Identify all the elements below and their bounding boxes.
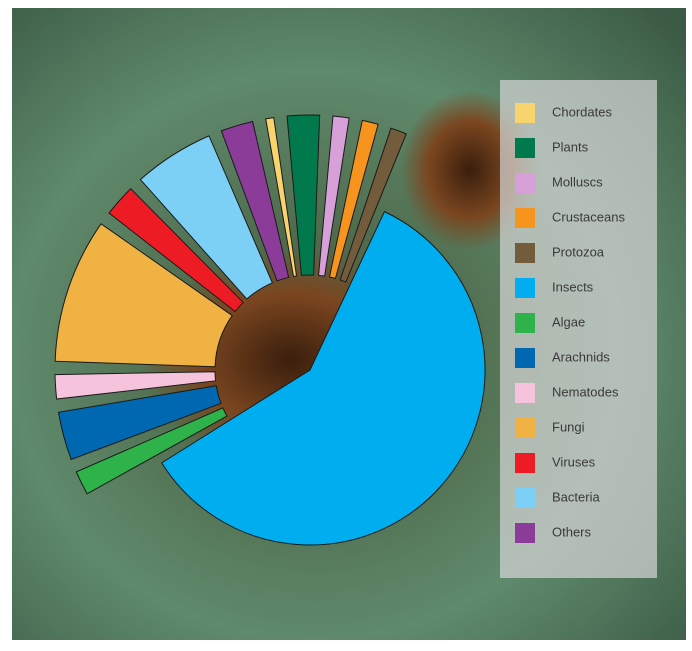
pie-slice: [160, 210, 486, 546]
legend-swatch: [515, 278, 535, 298]
legend-swatch: [515, 173, 535, 193]
legend-label: Molluscs: [552, 174, 603, 189]
pie-slice: [339, 127, 407, 283]
legend-swatch: [515, 313, 535, 333]
legend-label: Protozoa: [552, 244, 605, 259]
legend-swatch: [515, 383, 535, 403]
pie-slice: [57, 385, 222, 461]
legend-swatch: [515, 523, 535, 543]
legend-label: Fungi: [552, 419, 585, 434]
legend-label: Plants: [552, 139, 589, 154]
legend-swatch: [515, 488, 535, 508]
pie-slice: [108, 187, 244, 313]
legend-label: Crustaceans: [552, 209, 625, 224]
legend-swatch: [515, 418, 535, 438]
pie-slice: [265, 117, 298, 278]
legend-label: Bacteria: [552, 489, 600, 504]
legend-label: Viruses: [552, 454, 596, 469]
pie-slice: [220, 120, 290, 282]
pie: [54, 114, 486, 546]
legend-label: Insects: [552, 279, 594, 294]
pie-slice: [54, 223, 233, 368]
legend-swatch: [515, 453, 535, 473]
legend-label: Chordates: [552, 104, 612, 119]
legend-swatch: [515, 243, 535, 263]
pie-slice: [328, 119, 379, 280]
legend-swatch: [515, 138, 535, 158]
pie-slice: [286, 114, 321, 276]
legend-swatch: [515, 348, 535, 368]
pie-slice: [54, 371, 217, 400]
legend: Chordates Plants Molluscs Crustaceans Protoz…: [515, 103, 625, 543]
legend-swatch: [515, 208, 535, 228]
legend-swatch: [515, 103, 535, 123]
legend-label: Others: [552, 524, 592, 539]
legend-label: Algae: [552, 314, 585, 329]
pie-slice: [75, 407, 228, 495]
pie-slice: [318, 115, 350, 277]
legend-label: Nematodes: [552, 384, 619, 399]
pie-slice: [139, 135, 274, 300]
legend-label: Arachnids: [552, 349, 610, 364]
